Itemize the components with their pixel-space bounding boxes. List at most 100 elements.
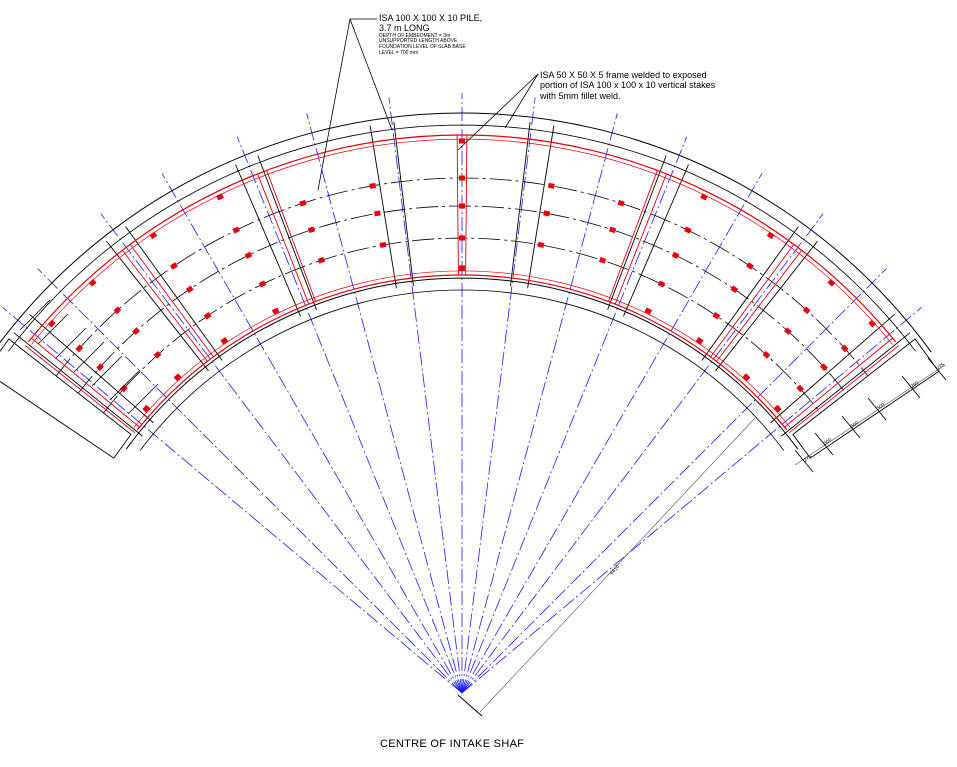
panel-joint-6-2 — [623, 164, 689, 317]
frame-radial-7-2 — [788, 345, 899, 434]
left-tick-1 — [19, 299, 51, 331]
stake-11 — [149, 231, 158, 240]
outer-slab-arc — [8, 124, 916, 352]
stake-37 — [598, 256, 607, 264]
stake-47 — [695, 336, 704, 345]
dim-label-2: 500 — [823, 437, 833, 447]
left-tick-2 — [37, 313, 69, 345]
panel-joint-6-1 — [607, 155, 667, 310]
radial-centerline-12 — [461, 173, 763, 694]
stake-19 — [258, 280, 267, 288]
stake-34 — [537, 241, 545, 248]
stake-4 — [120, 384, 128, 393]
frame-radial-4-2 — [465, 134, 468, 276]
stake-43 — [766, 231, 775, 240]
end-block-1 — [0, 338, 132, 459]
panel-joint-4-2 — [393, 121, 414, 286]
stake-13 — [185, 285, 194, 294]
stake-28 — [459, 175, 465, 181]
stake-9 — [153, 351, 162, 359]
leader-lines — [317, 18, 539, 191]
stake-32 — [548, 182, 555, 189]
frame-leader-a — [457, 73, 539, 151]
panel-joint-4-1 — [369, 125, 397, 289]
pile-length: 3.7 m LONG — [379, 23, 430, 34]
stake-27 — [459, 138, 465, 144]
radius-dim-line — [479, 417, 756, 713]
frame-radial-1-2 — [31, 337, 140, 428]
stake-57 — [773, 404, 782, 413]
dim-tick-3 — [841, 415, 861, 439]
stake-38 — [700, 193, 708, 201]
panel-joint-1-1 — [13, 332, 143, 437]
stake-5 — [142, 404, 151, 413]
dim-label-1: 275 — [803, 454, 813, 464]
stake-52 — [742, 373, 751, 382]
pile-detail-2: UNSUPPORTED LENGTH ABOVE — [379, 38, 458, 45]
dim-tick-1 — [794, 449, 814, 473]
frame-radial-5-1 — [607, 170, 658, 302]
dim-label-6: 275 — [936, 362, 946, 372]
stake-10 — [173, 373, 182, 382]
frame-arc-3 — [136, 274, 788, 431]
stake-22 — [307, 226, 316, 234]
frame-line-3: with 5mm fillet weld. — [540, 90, 621, 101]
radial-centerline-7 — [388, 97, 463, 694]
panel-joint-5-2 — [527, 125, 555, 289]
frame-line-1: ISA 50 X 50 X 5 frame welded to exposed — [540, 70, 707, 80]
stake-24 — [369, 182, 376, 189]
frame-line-2: portion of ISA 100 x 100 x 10 vertical s… — [540, 80, 716, 91]
radial-centerline-1 — [2, 306, 463, 694]
stake-25 — [374, 210, 381, 217]
frame-callout: ISA 50 X 50 X 5 frame welded to exposed … — [540, 70, 770, 101]
panel-joint-8-1 — [770, 313, 895, 424]
stake-35 — [617, 199, 625, 207]
radial-centerline-3 — [100, 213, 463, 694]
radial-centerline-11 — [461, 136, 688, 694]
radial-centerline-15 — [461, 306, 922, 694]
stake-46 — [712, 312, 721, 320]
stake-3 — [96, 363, 104, 372]
stake-51 — [762, 351, 771, 359]
stake-45 — [730, 285, 739, 294]
stake-39 — [684, 226, 692, 234]
radial-centerline-13 — [461, 213, 824, 694]
left-tick-7 — [127, 383, 159, 415]
stake-44 — [746, 262, 754, 270]
stake-41 — [657, 280, 666, 288]
pile-detail-1: DEPTH OF EMBEDMENT = 3m — [379, 32, 451, 39]
stake-50 — [783, 327, 792, 335]
stake-1 — [47, 319, 56, 328]
stake-6 — [88, 278, 97, 287]
panel-joint-8-2 — [781, 332, 911, 437]
stake-26 — [379, 241, 387, 248]
frame-radial-2-1 — [121, 250, 208, 362]
dimension-lines: 6410 275 500 500 500 250 275 — [19, 299, 947, 717]
frame-radial-3-1 — [257, 173, 310, 305]
pile-callout: ISA 100 X 100 X 10 PILE, 3.7 m LONG DEPT… — [379, 13, 549, 57]
radial-centerline-5 — [236, 136, 463, 694]
frame-arc-4 — [133, 270, 791, 428]
frame-arc-1 — [27, 134, 897, 343]
frame-radial-2-2 — [129, 244, 214, 358]
dim-tick-5 — [901, 375, 921, 399]
inner-slab-arc — [139, 289, 785, 451]
inner-edge-arc — [125, 277, 799, 450]
stake-8 — [132, 327, 141, 335]
panel-joint-5-1 — [510, 121, 531, 286]
stake-16 — [216, 193, 224, 201]
pile-leader-b — [349, 18, 393, 131]
stake-23 — [317, 256, 326, 264]
stake-21 — [299, 199, 307, 207]
radial-centerline-9 — [461, 97, 536, 694]
left-tick-4 — [73, 341, 105, 373]
radial-centerline-6 — [306, 113, 463, 694]
pile-leader-a — [317, 18, 377, 191]
stake-36 — [608, 226, 617, 234]
frame-radial-4-1 — [456, 134, 459, 276]
frame-radial-6-1 — [710, 244, 795, 358]
dim-tick-4 — [867, 397, 887, 421]
stake-14 — [203, 312, 212, 320]
frame-radial-5-2 — [614, 173, 667, 305]
